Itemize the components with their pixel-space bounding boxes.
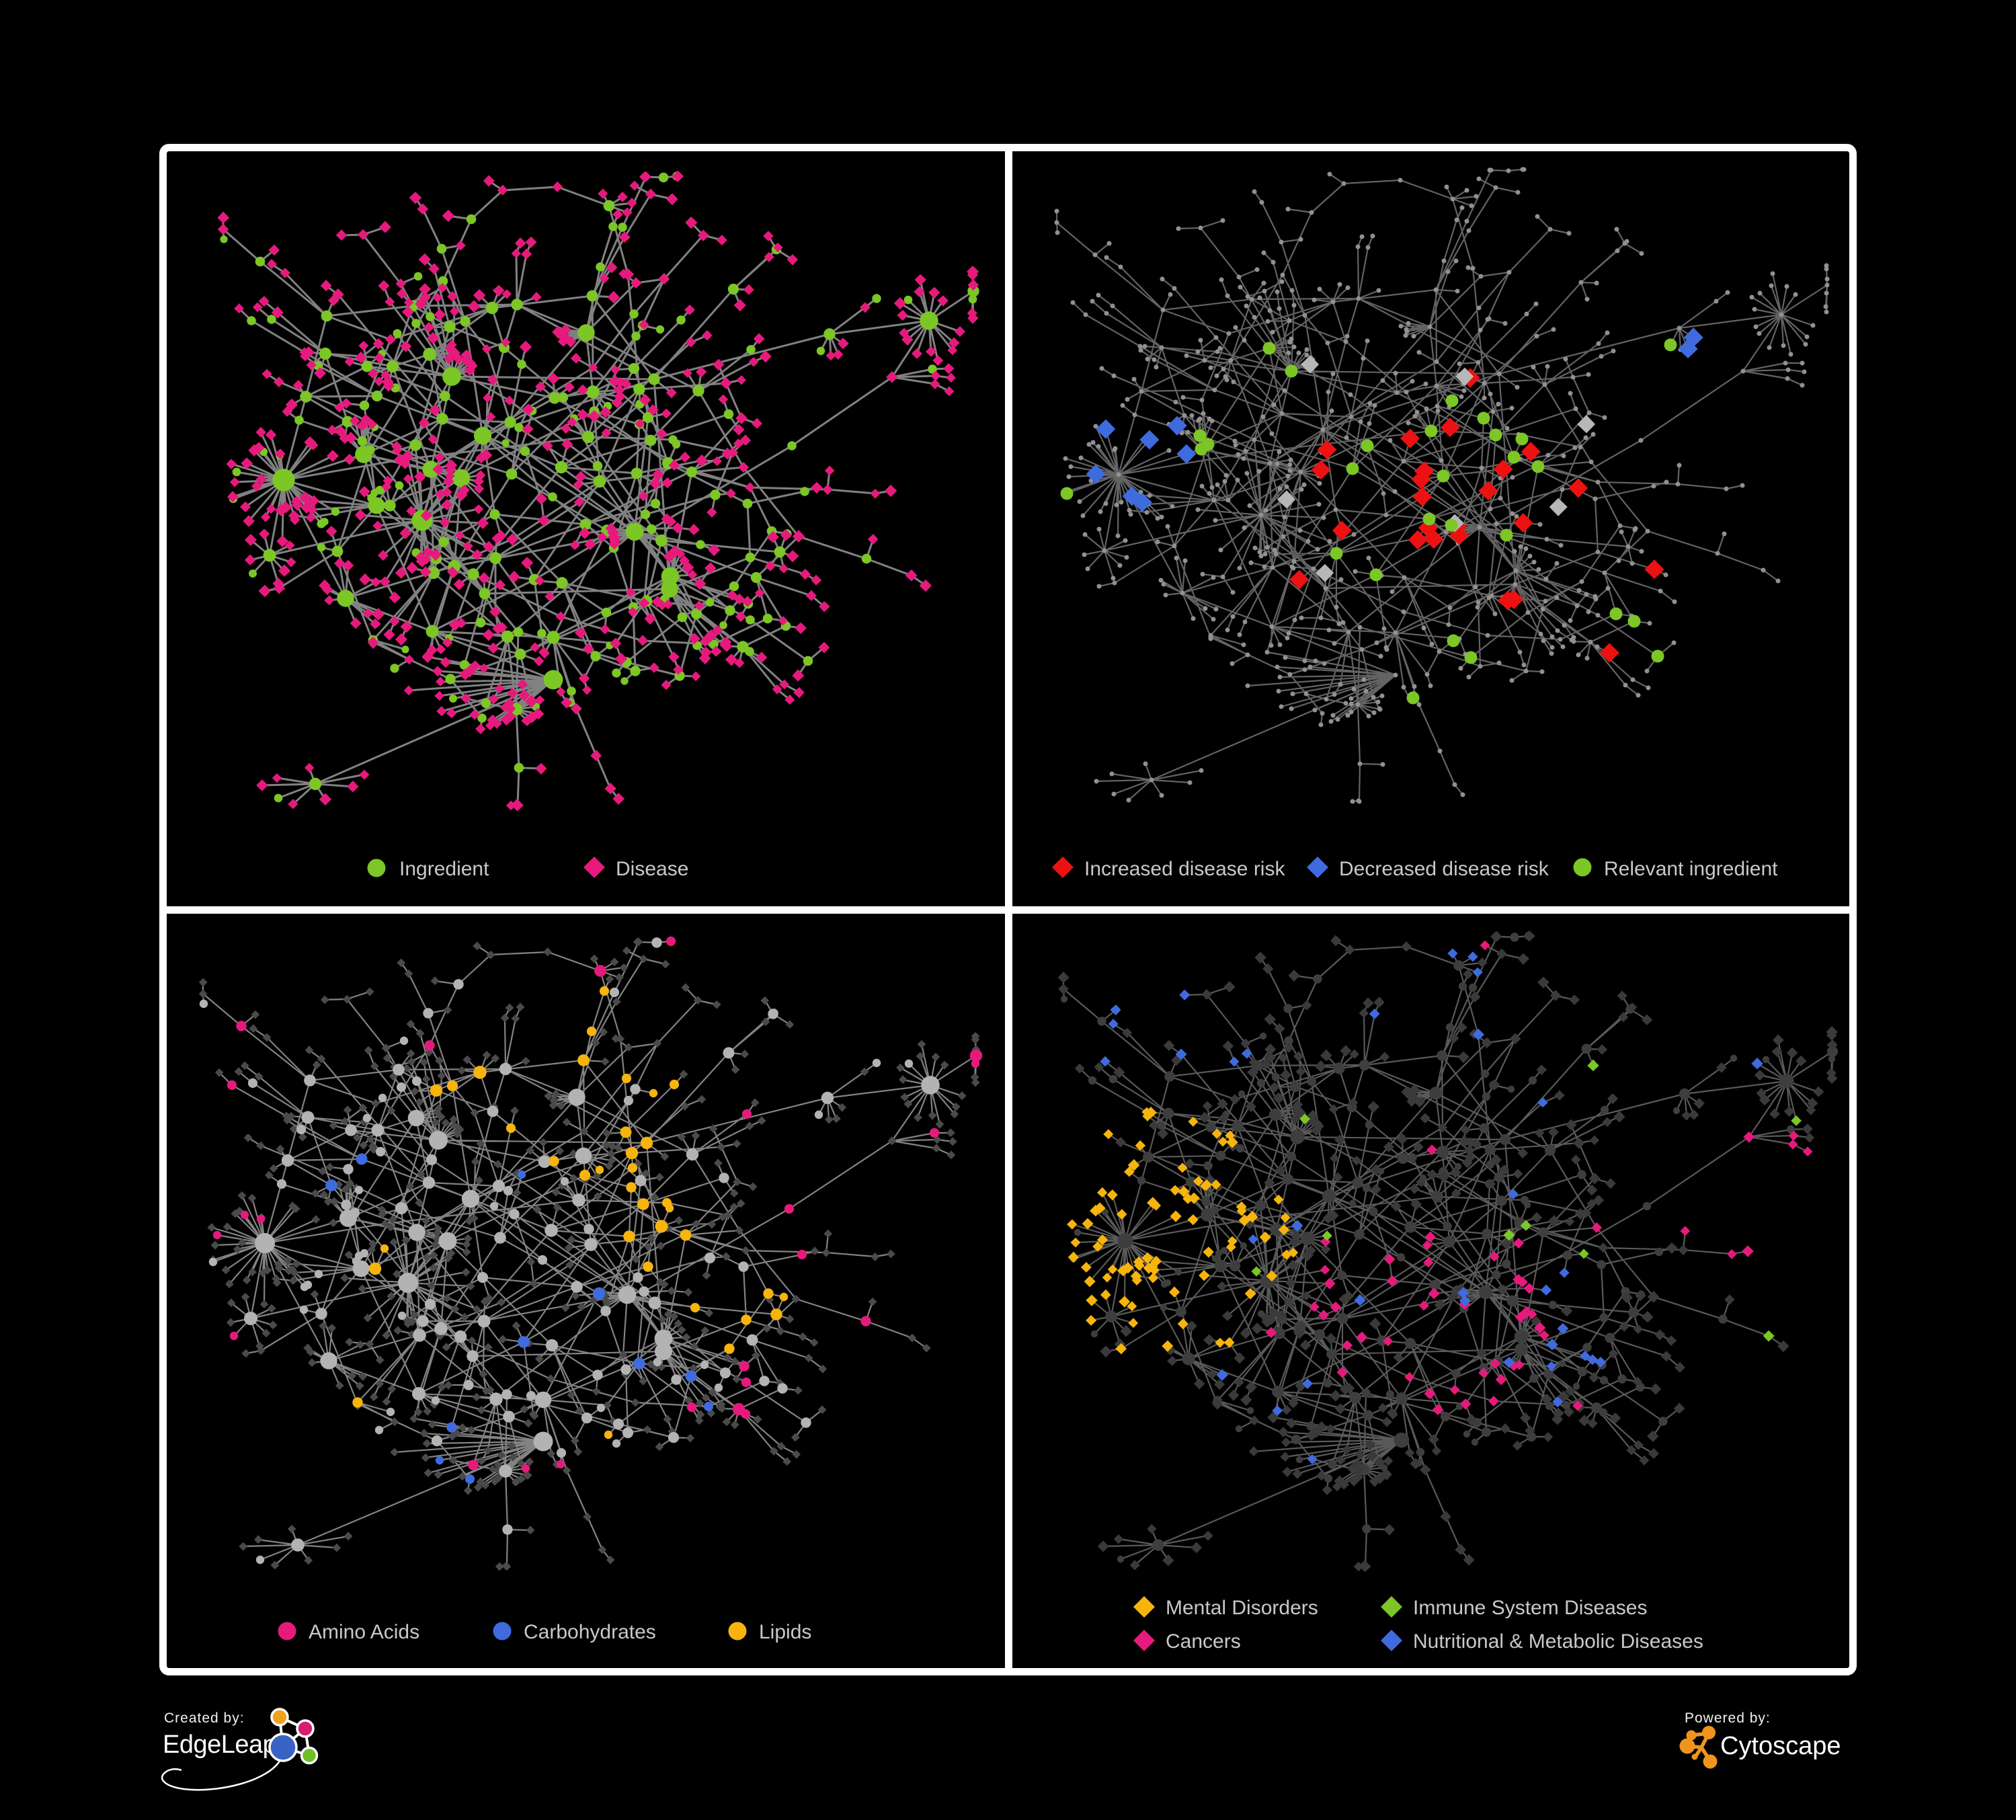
svg-text:Nutritional & Metabolic Diseas: Nutritional & Metabolic Diseases (1413, 1630, 1703, 1653)
svg-text:Decreased disease risk: Decreased disease risk (1339, 858, 1549, 880)
svg-text:Created by:: Created by: (164, 1710, 245, 1726)
svg-text:Cancers: Cancers (1166, 1630, 1241, 1653)
svg-text:Carbohydrates: Carbohydrates (524, 1621, 656, 1643)
svg-text:Relevant ingredient: Relevant ingredient (1604, 858, 1778, 880)
svg-text:Powered by:: Powered by: (1685, 1710, 1771, 1726)
svg-text:Ingredient: Ingredient (399, 858, 489, 880)
svg-text:Immune System Diseases: Immune System Diseases (1413, 1597, 1647, 1619)
svg-text:Cytoscape: Cytoscape (1720, 1732, 1841, 1760)
svg-text:Mental Disorders: Mental Disorders (1166, 1597, 1318, 1619)
svg-text:EdgeLeap: EdgeLeap (163, 1731, 276, 1759)
svg-text:Increased disease risk: Increased disease risk (1084, 858, 1285, 880)
svg-text:Amino Acids: Amino Acids (309, 1621, 419, 1643)
svg-text:Lipids: Lipids (759, 1621, 811, 1643)
svg-text:Disease: Disease (616, 858, 688, 880)
